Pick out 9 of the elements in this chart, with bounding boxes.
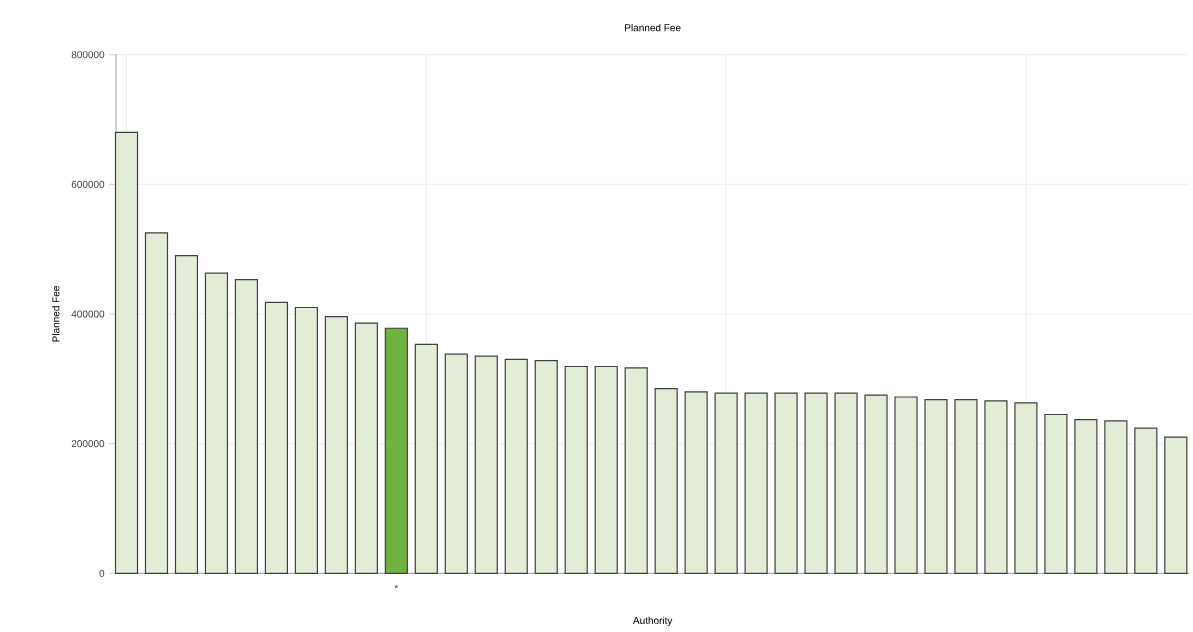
y-tick-label: 800000 (71, 51, 105, 59)
y-tick-label: 400000 (71, 310, 105, 318)
x-axis-title: Authority (632, 616, 673, 627)
y-tick-label: 200000 (71, 440, 105, 448)
y-tick-label: 0 (99, 569, 105, 577)
x-tick-label: * (394, 584, 399, 589)
chart-title: Planned Fee (625, 23, 681, 32)
y-axis-title: Planned Fee (52, 286, 60, 342)
y-tick-label: 600000 (71, 180, 105, 188)
